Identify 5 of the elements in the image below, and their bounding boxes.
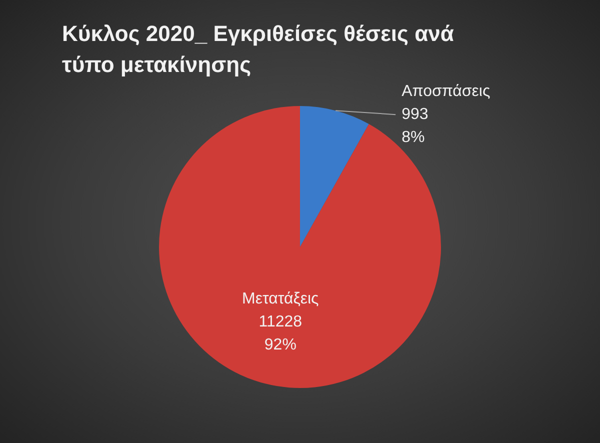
data-label: 993 8% bbox=[402, 106, 428, 146]
chart-title: Κύκλος 2020_ Εγκριθείσες θέσεις ανά τύπο μετακίνησης bbox=[62, 20, 455, 79]
slice-label: Αποσπάσεις bbox=[402, 82, 490, 100]
data-label: 11228 92% bbox=[258, 313, 302, 354]
slice-label: Μετατάξεις bbox=[242, 290, 320, 308]
